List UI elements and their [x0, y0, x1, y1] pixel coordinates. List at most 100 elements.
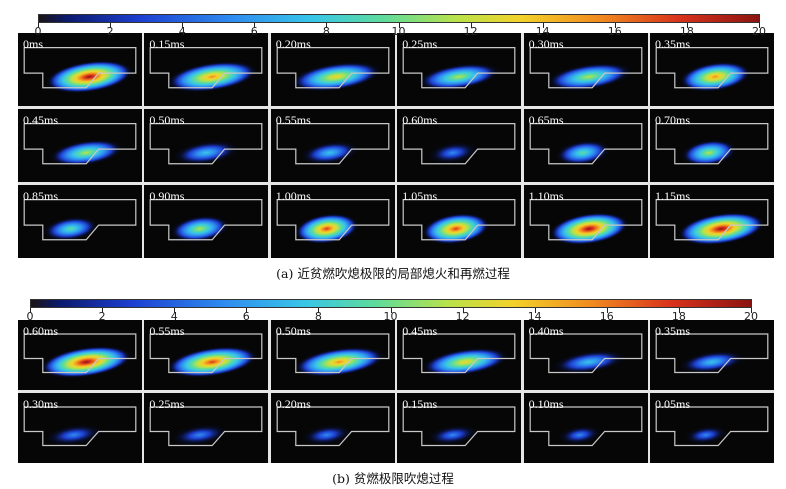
frame-time-label: 0.55ms — [275, 113, 311, 127]
colorbar-b-tick-mark — [174, 308, 176, 313]
colorbar-b-tick-mark — [751, 308, 752, 313]
frame-time-label: 1.15ms — [655, 189, 691, 203]
flame-image — [149, 333, 263, 378]
flame-frame: 0.50ms — [144, 109, 269, 182]
flame-region — [426, 141, 480, 165]
combustor-outline — [149, 123, 263, 165]
frame-time-label: 0.30ms — [23, 397, 59, 411]
colorbar-b-tick-mark — [606, 308, 608, 313]
flame-region — [294, 213, 360, 245]
combustor-outline — [276, 47, 390, 89]
flame-frame: 0.40ms — [523, 320, 648, 390]
flame-frame: 0.60ms — [397, 109, 522, 182]
flame-image — [529, 406, 642, 447]
colorbar-b-tick-mark — [462, 308, 464, 313]
flame-region — [169, 423, 231, 447]
colorbar-a-tick-label: 10 — [391, 25, 406, 38]
flame-image — [23, 333, 137, 379]
flame-region — [42, 216, 100, 242]
flame-image — [529, 333, 642, 375]
flame-image — [23, 123, 137, 167]
flame-image — [402, 406, 516, 447]
frame-time-label: 1.05ms — [402, 189, 438, 203]
flame-image — [276, 123, 390, 165]
flame-frame: 1.05ms — [397, 185, 522, 258]
frame-time-label: 0.50ms — [149, 113, 185, 127]
flame-image — [529, 47, 642, 92]
combustor-outline — [655, 47, 769, 89]
flame-region — [677, 212, 766, 246]
colorbar-b-tick-mark — [534, 308, 536, 313]
frame-time-label: 0.30ms — [528, 37, 564, 51]
colorbar-b-tick-mark — [390, 308, 392, 313]
combustor-outline — [23, 406, 137, 447]
flame-region — [426, 424, 480, 446]
panel-b-caption: (b) 贫燃极限吹熄过程 — [332, 471, 454, 486]
flame-image — [149, 47, 263, 93]
flame-frame: 0.05ms — [650, 393, 774, 463]
frame-time-label: 0.35ms — [655, 37, 691, 51]
frame-time-label: 0.15ms — [402, 397, 438, 411]
flame-image — [149, 406, 263, 447]
frame-time-label: 0.50ms — [275, 324, 311, 338]
colorbar-b-tick-label: 12 — [455, 310, 470, 323]
flame-frame: 0.70ms — [650, 109, 774, 182]
combustor-outline — [529, 333, 642, 374]
flame-frame: 1.00ms — [270, 185, 395, 258]
flame-frame: 1.15ms — [650, 185, 774, 258]
flame-image — [402, 47, 516, 91]
flame-frame: 0.25ms — [144, 393, 269, 463]
colorbar-b-tick-mark — [246, 308, 248, 313]
flame-region — [680, 139, 738, 167]
colorbar-a — [38, 14, 760, 23]
colorbar-b-tick-mark — [318, 308, 320, 313]
combustor-outline — [276, 123, 390, 165]
frame-time-label: 0.40ms — [528, 324, 564, 338]
colorbar-a-tick-mark — [38, 23, 39, 28]
combustor-outline — [655, 406, 769, 447]
combustor-outline — [529, 47, 642, 89]
flame-image — [276, 47, 390, 92]
frame-time-label: 0.15ms — [149, 37, 185, 51]
flame-region — [544, 62, 633, 92]
flame-frame: 0.85ms — [18, 185, 142, 258]
flame-image — [655, 123, 769, 167]
flame-image — [402, 123, 516, 165]
flame-frame: 0.65ms — [523, 109, 648, 182]
flame-image — [655, 199, 769, 246]
flame-frame: 0.15ms — [144, 33, 269, 106]
flame-image — [655, 333, 769, 374]
frame-time-label: 0.85ms — [23, 189, 59, 203]
colorbar-b-tick-label: 16 — [599, 310, 614, 323]
combustor-outline — [655, 199, 769, 241]
flame-region — [421, 347, 510, 377]
colorbar-b-tick-label: 6 — [242, 310, 250, 323]
flame-region — [548, 212, 630, 246]
flame-region — [300, 424, 354, 446]
combustor-outline — [276, 406, 390, 447]
combustor-outline — [402, 47, 516, 89]
colorbar-b-tick-mark — [30, 308, 31, 313]
colorbar-a-tick-mark — [182, 23, 184, 28]
flame-frame: 0.50ms — [270, 320, 395, 390]
colorbar-b-tick-mark — [102, 308, 104, 313]
flame-region — [677, 350, 747, 374]
frame-time-label: 0.05ms — [655, 397, 691, 411]
frame-time-label: 0.60ms — [402, 113, 438, 127]
flame-image — [402, 199, 516, 245]
flame-region — [166, 346, 259, 378]
flame-frame: 0ms — [18, 33, 142, 106]
combustor-outline — [402, 406, 516, 447]
frame-time-label: 0.65ms — [528, 113, 564, 127]
flame-image — [402, 333, 516, 377]
flame-frame: 0.15ms — [397, 393, 522, 463]
combustor-outline — [529, 123, 642, 165]
colorbar-b-tick-mark — [678, 308, 680, 313]
flame-region — [45, 60, 134, 94]
colorbar-b-tick-label: 2 — [98, 310, 106, 323]
panel-a-caption: (a) 近贫燃吹熄极限的局部熄火和再燃过程 — [276, 266, 510, 281]
flame-region — [292, 346, 386, 378]
colorbar-a-tick-label: 12 — [463, 25, 478, 38]
flame-image — [276, 406, 390, 447]
flame-region — [299, 140, 361, 165]
